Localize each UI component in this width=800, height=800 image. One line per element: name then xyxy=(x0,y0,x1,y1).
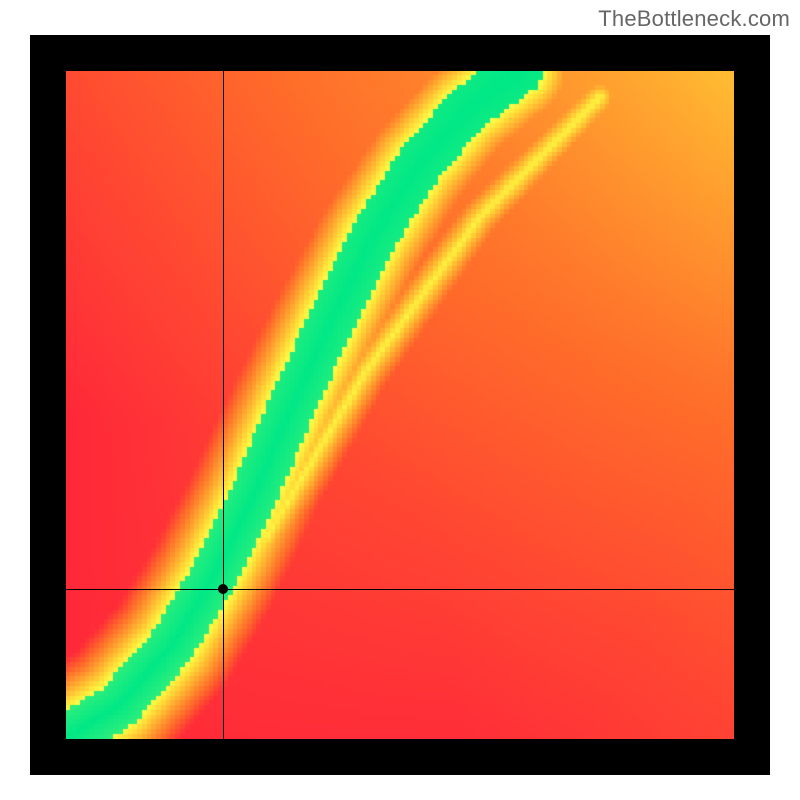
heatmap-canvas xyxy=(66,71,734,739)
crosshair-horizontal-line xyxy=(66,589,734,590)
crosshair-marker-dot xyxy=(218,584,228,594)
chart-container: TheBottleneck.com xyxy=(0,0,800,800)
crosshair-vertical-line xyxy=(223,71,224,739)
plot-area xyxy=(66,71,734,739)
watermark-text: TheBottleneck.com xyxy=(598,6,790,32)
